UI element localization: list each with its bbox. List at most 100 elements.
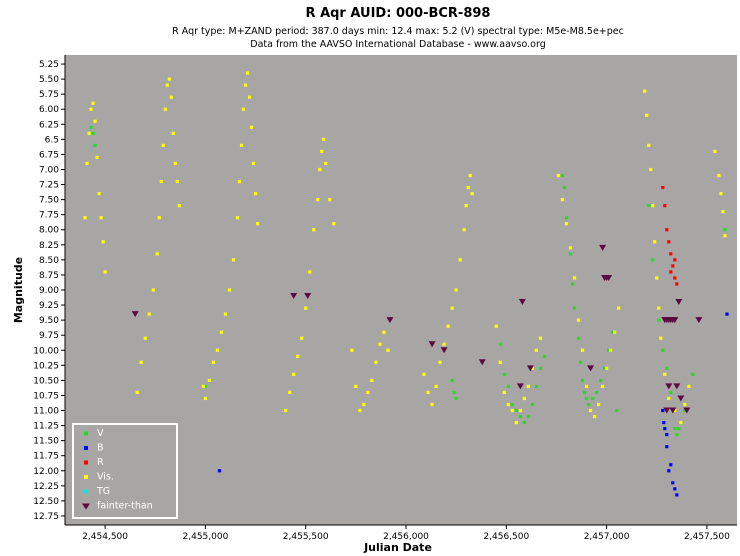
point-vis (103, 270, 107, 274)
point-b (663, 426, 667, 431)
point-vis (564, 222, 569, 226)
plot-area (65, 55, 737, 525)
point-v (560, 173, 565, 178)
point-fainter-than (290, 293, 298, 300)
y-tick-label: 5.25 (39, 60, 59, 70)
point-v (89, 125, 93, 129)
point-fainter-than (683, 407, 691, 414)
point-vis (719, 191, 723, 196)
point-vis (374, 360, 378, 364)
point-vis (300, 336, 304, 340)
point-vis (296, 354, 300, 358)
point-v (578, 360, 583, 364)
point-b (665, 433, 669, 437)
point-vis (502, 390, 506, 395)
point-vis (506, 402, 510, 407)
point-vis (378, 342, 382, 346)
point-vis (534, 348, 539, 352)
point-vis (601, 384, 605, 389)
point-vis (322, 137, 326, 141)
point-fainter-than (663, 407, 671, 414)
point-vis (173, 161, 177, 166)
point-vis (308, 270, 312, 274)
point-vis (643, 89, 647, 93)
point-v (691, 372, 695, 376)
y-tick-label: 11.00 (33, 407, 59, 417)
point-vis (649, 167, 653, 172)
point-vis (95, 155, 99, 160)
point-vis (434, 384, 438, 389)
point-v (452, 390, 456, 395)
point-vis (169, 95, 173, 99)
point-vis (464, 204, 468, 208)
point-vis (249, 125, 254, 129)
y-tick-label: 12.50 (33, 497, 59, 507)
legend-marker (84, 446, 88, 450)
point-r (663, 204, 667, 208)
legend-marker (84, 489, 88, 494)
point-fainter-than (304, 293, 312, 300)
point-vis (584, 384, 589, 389)
y-tick-label: 9.00 (39, 286, 59, 296)
point-r (669, 270, 673, 274)
point-vis (609, 348, 613, 352)
point-vis (446, 324, 450, 328)
point-vis (135, 390, 139, 395)
point-vis (713, 149, 717, 154)
point-vis (613, 330, 617, 334)
legend-label: V (97, 428, 104, 439)
point-fainter-than (599, 244, 607, 251)
point-b (725, 312, 729, 316)
point-r (669, 252, 673, 256)
point-vis (255, 222, 260, 226)
point-vis (147, 312, 151, 316)
legend-label: fainter-than (97, 501, 153, 512)
x-tick-label: 2,457,500 (684, 532, 730, 542)
point-vis (139, 360, 143, 364)
point-b (669, 463, 673, 467)
point-vis (470, 191, 474, 196)
point-vis (721, 210, 725, 214)
point-vis (723, 234, 727, 238)
point-vis (430, 402, 434, 407)
point-vis (667, 396, 671, 401)
point-v (538, 366, 543, 370)
y-tick-label: 8.00 (39, 226, 59, 236)
point-vis (530, 366, 534, 370)
point-vis (324, 161, 328, 166)
x-axis-label: Julian Date (363, 541, 432, 554)
x-tick-label: 2,457,000 (584, 532, 630, 542)
point-vis (350, 348, 354, 352)
point-vis (657, 306, 661, 310)
point-vis (526, 384, 530, 389)
point-vis (151, 288, 155, 292)
point-vis (203, 396, 208, 401)
point-vis (316, 198, 320, 202)
point-v (723, 228, 727, 232)
point-vis (596, 402, 601, 407)
point-v (603, 366, 607, 370)
point-v (562, 185, 567, 190)
point-b (662, 420, 666, 425)
point-fainter-than (673, 383, 681, 390)
point-vis (318, 167, 322, 172)
point-vis (617, 306, 621, 310)
point-v (580, 378, 585, 382)
point-r (671, 264, 675, 268)
point-vis (679, 420, 683, 425)
legend-marker (82, 503, 90, 510)
point-vis (304, 306, 308, 310)
point-r (665, 228, 669, 232)
y-tick-label: 5.50 (39, 75, 59, 85)
legend-label: TG (96, 486, 110, 497)
point-vis (231, 258, 236, 262)
point-vis (159, 179, 163, 184)
point-vis (91, 101, 95, 105)
point-vis (292, 372, 296, 376)
point-r (675, 282, 679, 286)
y-tick-label: 8.75 (39, 271, 59, 281)
point-vis (522, 396, 526, 401)
x-tick-label: 2,456,000 (383, 532, 429, 542)
y-tick-label: 10.00 (33, 346, 59, 356)
point-vis (93, 119, 97, 123)
